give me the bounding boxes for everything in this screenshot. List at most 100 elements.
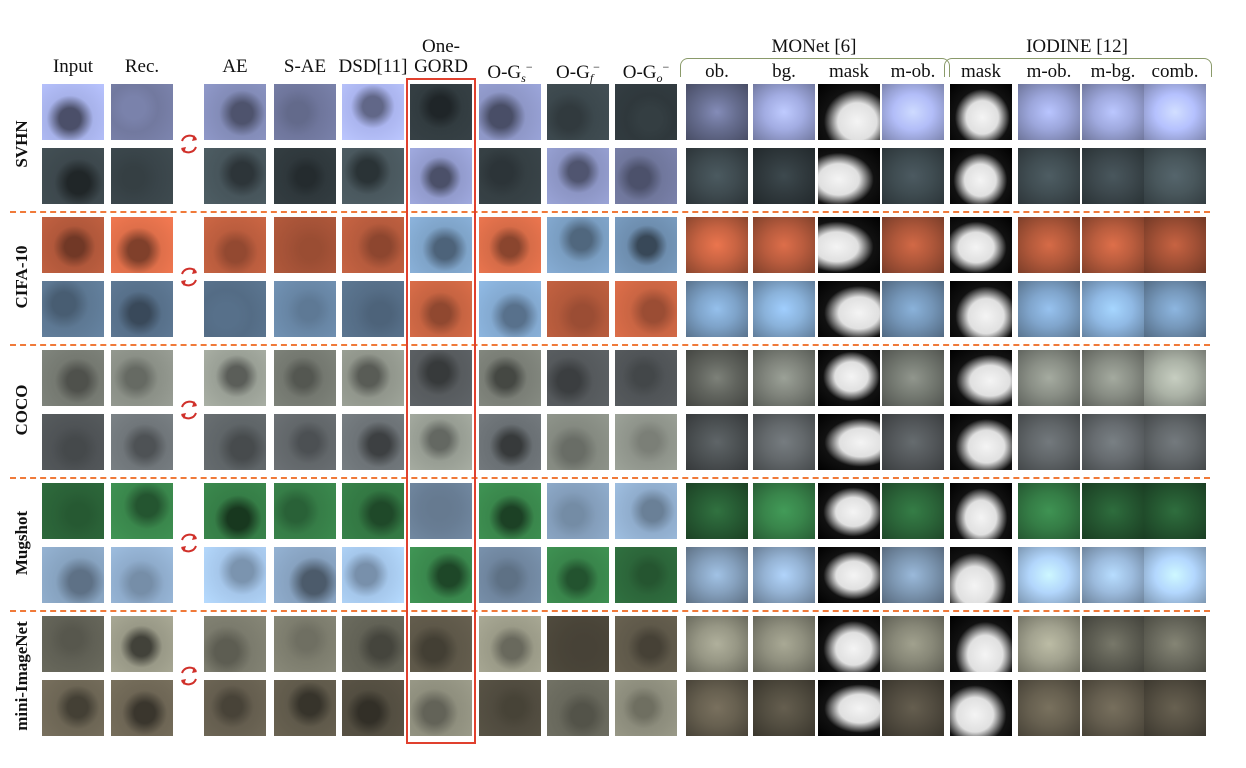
thumbnail	[1082, 414, 1144, 470]
thumbnail	[547, 680, 609, 736]
thumbnail	[686, 547, 748, 603]
thumbnail	[686, 616, 748, 672]
thumbnail	[753, 217, 815, 273]
thumbnail	[950, 350, 1012, 406]
thumbnail	[818, 414, 880, 470]
thumbnail	[950, 148, 1012, 204]
thumbnail	[342, 350, 404, 406]
thumbnail	[615, 148, 677, 204]
thumbnail	[753, 350, 815, 406]
thumbnail	[1144, 483, 1206, 539]
thumbnail	[42, 547, 104, 603]
thumbnail	[753, 616, 815, 672]
column-header-input: Input	[52, 56, 94, 77]
thumbnail	[686, 414, 748, 470]
thumbnail	[547, 547, 609, 603]
thumbnail	[410, 616, 472, 672]
thumbnail	[547, 483, 609, 539]
thumbnail	[204, 84, 266, 140]
thumbnail	[1082, 148, 1144, 204]
thumbnail	[274, 414, 336, 470]
thumbnail	[753, 414, 815, 470]
thumbnail	[1082, 281, 1144, 337]
thumbnail	[204, 680, 266, 736]
thumbnail	[1144, 616, 1206, 672]
column-header-iodine-3: comb.	[1151, 61, 1199, 82]
thumbnail	[950, 616, 1012, 672]
thumbnail	[111, 350, 173, 406]
thumbnail	[1018, 547, 1080, 603]
column-header-sae: S-AE	[283, 56, 327, 77]
thumbnail	[42, 217, 104, 273]
thumbnail	[547, 350, 609, 406]
swap-arrows-icon	[181, 267, 197, 287]
thumbnail	[410, 217, 472, 273]
thumbnail	[111, 84, 173, 140]
swap-arrows-icon	[181, 666, 197, 686]
thumbnail	[950, 217, 1012, 273]
thumbnail	[410, 84, 472, 140]
thumbnail	[111, 483, 173, 539]
highlight-box-one-gord	[406, 78, 476, 744]
group-brace-iodine	[944, 58, 1212, 77]
thumbnail	[818, 350, 880, 406]
thumbnail	[410, 350, 472, 406]
row-separator	[10, 344, 1210, 346]
column-header-iodine-1: m-ob.	[1026, 61, 1072, 82]
thumbnail	[1018, 281, 1080, 337]
column-header-onegord: GORD	[414, 56, 468, 77]
thumbnail	[882, 680, 944, 736]
group-title-monet: MONet [6]	[771, 36, 857, 57]
thumbnail	[274, 547, 336, 603]
thumbnail	[479, 281, 541, 337]
thumbnail	[111, 217, 173, 273]
thumbnail	[818, 84, 880, 140]
thumbnail	[818, 483, 880, 539]
thumbnail	[204, 547, 266, 603]
thumbnail	[479, 680, 541, 736]
row-label-cifa-10: CIFA-10	[12, 245, 31, 309]
thumbnail	[1018, 84, 1080, 140]
thumbnail	[615, 350, 677, 406]
thumbnail	[615, 217, 677, 273]
thumbnail	[1018, 616, 1080, 672]
thumbnail	[753, 483, 815, 539]
thumbnail	[1082, 680, 1144, 736]
thumbnail	[686, 281, 748, 337]
thumbnail	[882, 84, 944, 140]
thumbnail	[410, 281, 472, 337]
thumbnail	[274, 616, 336, 672]
thumbnail	[753, 547, 815, 603]
thumbnail	[274, 281, 336, 337]
thumbnail	[479, 84, 541, 140]
thumbnail	[818, 616, 880, 672]
thumbnail	[410, 414, 472, 470]
thumbnail	[1018, 350, 1080, 406]
column-header-monet-3: m-ob.	[890, 61, 936, 82]
row-label-mugshot: Mugshot	[12, 510, 31, 576]
thumbnail	[410, 547, 472, 603]
thumbnail	[42, 148, 104, 204]
thumbnail	[818, 281, 880, 337]
thumbnail	[204, 483, 266, 539]
thumbnail	[111, 616, 173, 672]
thumbnail	[882, 148, 944, 204]
thumbnail	[111, 148, 173, 204]
thumbnail	[1082, 483, 1144, 539]
thumbnail	[882, 547, 944, 603]
thumbnail	[204, 217, 266, 273]
thumbnail	[950, 84, 1012, 140]
group-title-iodine: IODINE [12]	[1026, 36, 1128, 57]
thumbnail	[111, 281, 173, 337]
thumbnail	[410, 148, 472, 204]
column-header-onegord-top: One-	[422, 36, 460, 57]
thumbnail	[42, 281, 104, 337]
thumbnail	[342, 483, 404, 539]
thumbnail	[274, 680, 336, 736]
thumbnail	[342, 680, 404, 736]
swap-arrows-icon	[181, 533, 197, 553]
thumbnail	[615, 281, 677, 337]
thumbnail	[204, 148, 266, 204]
thumbnail	[274, 350, 336, 406]
thumbnail	[950, 281, 1012, 337]
